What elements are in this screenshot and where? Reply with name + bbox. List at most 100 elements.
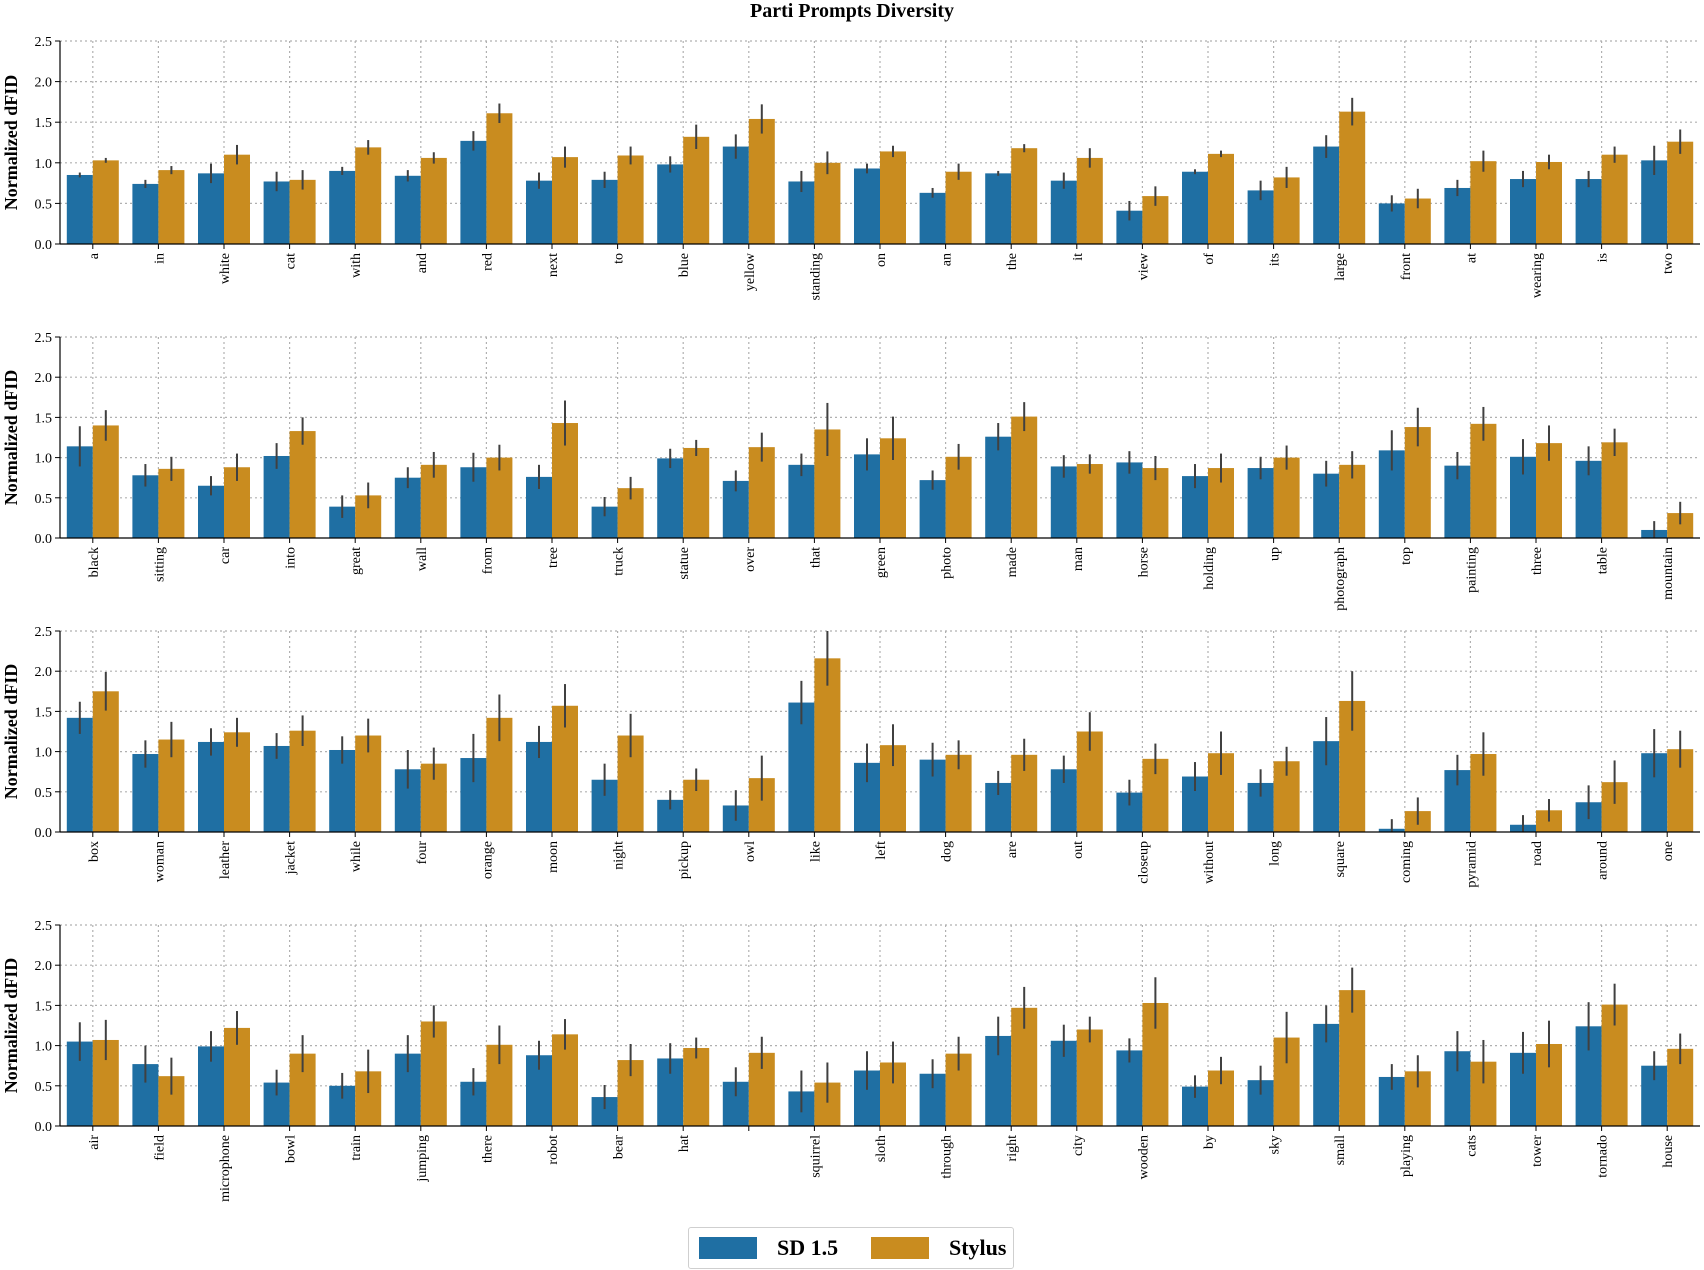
bar-sd: [198, 173, 224, 244]
x-tick-label: pyramid: [1464, 841, 1479, 888]
bar-stylus: [1470, 161, 1497, 244]
bar-sd: [657, 458, 684, 538]
bar-stylus: [683, 136, 710, 244]
x-tick-label: made: [1005, 547, 1020, 577]
x-tick-label: table: [1596, 547, 1611, 574]
x-tick-label: painting: [1464, 547, 1479, 593]
bar-stylus: [1339, 111, 1366, 244]
x-tick-label: statue: [677, 547, 692, 580]
x-tick-label: three: [1530, 547, 1545, 575]
x-tick-label: square: [1333, 841, 1348, 878]
x-tick-label: sitting: [152, 547, 167, 582]
x-tick-label: truck: [612, 547, 627, 576]
x-tick-label: while: [349, 841, 364, 872]
x-tick-label: jumping: [415, 1135, 430, 1183]
y-tick-label: 1.0: [35, 746, 53, 761]
x-tick-label: into: [284, 547, 299, 569]
legend-label-stylus: Stylus: [949, 1235, 1007, 1260]
bar-stylus: [1273, 457, 1300, 538]
bar-stylus: [748, 447, 775, 538]
y-tick-label: 2.0: [35, 371, 53, 386]
x-tick-label: top: [1399, 547, 1414, 565]
bar-stylus: [92, 160, 119, 244]
y-tick-label: 1.0: [35, 157, 53, 172]
y-tick-label: 2.5: [35, 919, 53, 934]
y-tick-label: 2.0: [35, 76, 53, 91]
bar-stylus: [486, 113, 513, 244]
bar-stylus: [1601, 442, 1628, 538]
x-tick-label: holding: [1202, 547, 1217, 590]
x-tick-label: left: [874, 841, 889, 860]
legend-swatch-sd: [699, 1237, 757, 1259]
bar-stylus: [420, 157, 447, 244]
bar-stylus: [1339, 990, 1366, 1126]
x-tick-label: pickup: [677, 841, 692, 879]
x-tick-label: mountain: [1661, 547, 1676, 600]
x-tick-label: car: [218, 547, 233, 564]
x-tick-label: its: [1268, 253, 1283, 266]
bar-stylus: [289, 730, 316, 832]
x-tick-label: the: [1005, 253, 1020, 270]
x-tick-label: train: [349, 1135, 364, 1161]
x-tick-label: long: [1268, 841, 1283, 866]
bar-stylus: [945, 171, 972, 244]
x-tick-label: in: [152, 253, 167, 264]
x-tick-label: white: [218, 253, 233, 284]
bar-stylus: [158, 170, 185, 244]
bar-sd: [329, 170, 356, 244]
y-tick-label: 2.5: [35, 625, 53, 640]
x-tick-label: from: [480, 547, 495, 574]
x-tick-label: to: [612, 253, 627, 264]
bar-stylus: [1536, 161, 1562, 244]
bar-stylus: [1208, 153, 1234, 244]
y-tick-label: 1.5: [35, 411, 53, 426]
x-tick-label: front: [1399, 253, 1414, 280]
bar-stylus: [814, 162, 841, 244]
x-tick-label: man: [1071, 547, 1086, 571]
y-tick-label: 0.0: [35, 238, 53, 253]
x-tick-label: robot: [546, 1135, 561, 1165]
x-tick-label: bear: [612, 1135, 627, 1159]
x-tick-label: of: [1202, 253, 1217, 265]
bar-sd: [1050, 180, 1077, 244]
x-tick-label: cats: [1464, 1135, 1479, 1157]
bar-stylus: [945, 456, 972, 538]
bar-stylus: [1470, 423, 1497, 538]
x-tick-label: red: [480, 253, 495, 271]
bar-sd: [722, 146, 749, 244]
x-tick-label: wearing: [1530, 253, 1545, 298]
x-tick-label: is: [1596, 253, 1611, 262]
x-tick-label: air: [87, 1135, 102, 1150]
bar-sd: [1575, 179, 1602, 244]
bar-stylus: [617, 155, 644, 244]
x-tick-label: leather: [218, 841, 233, 879]
bar-sd: [1247, 468, 1274, 538]
bar-stylus: [1011, 416, 1038, 538]
x-tick-label: through: [940, 1135, 955, 1179]
bar-stylus: [355, 147, 382, 244]
x-tick-label: view: [1136, 252, 1151, 280]
x-tick-label: sloth: [874, 1135, 889, 1162]
x-tick-label: tower: [1530, 1135, 1545, 1167]
bar-sd: [132, 183, 159, 244]
x-tick-label: like: [808, 841, 823, 862]
bar-stylus: [814, 658, 841, 832]
x-tick-label: right: [1005, 1135, 1020, 1162]
legend: SD 1.5 Stylus: [688, 1227, 1014, 1269]
y-tick-label: 1.0: [35, 1040, 53, 1055]
x-tick-label: at: [1464, 253, 1479, 263]
bar-sd: [1116, 1050, 1143, 1126]
bar-stylus: [1011, 148, 1038, 244]
x-tick-label: horse: [1136, 547, 1151, 577]
bar-stylus: [420, 1021, 447, 1126]
x-tick-label: tornado: [1596, 1135, 1611, 1178]
bar-sd: [66, 717, 93, 832]
bar-sd: [657, 164, 684, 244]
y-tick-label: 1.5: [35, 705, 53, 720]
y-tick-label: 2.5: [35, 331, 53, 346]
x-tick-label: city: [1071, 1135, 1086, 1156]
x-tick-label: and: [415, 253, 430, 273]
subplot-2: 0.0 0.5 1.0 1.5 2.0 2.5 black sitting car into gre…: [1, 331, 1700, 611]
bar-stylus: [486, 457, 513, 538]
x-tick-label: road: [1530, 841, 1545, 866]
